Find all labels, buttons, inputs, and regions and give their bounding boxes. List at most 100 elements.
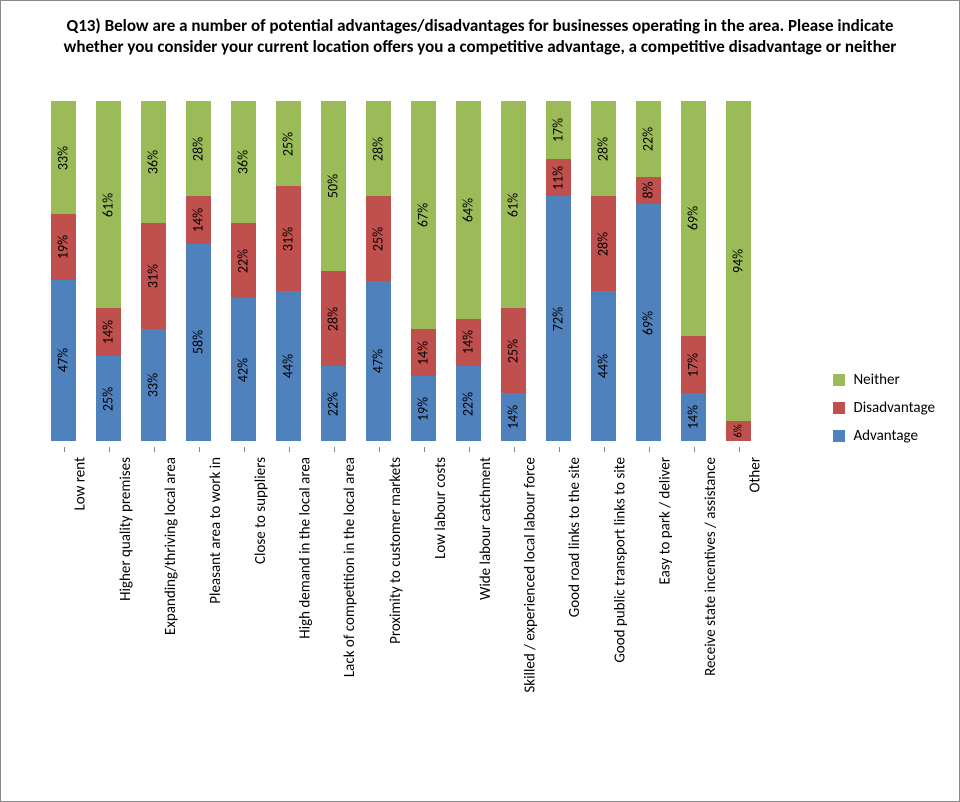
legend-label: Disadvantage — [853, 399, 935, 417]
bar-column: 47%19%33% — [51, 101, 76, 441]
legend-swatch — [833, 402, 845, 414]
bar-segment-advantage: 44% — [276, 291, 301, 441]
bar-value-label: 14% — [685, 405, 702, 429]
x-tick — [694, 447, 695, 452]
bar-value-label: 19% — [415, 397, 432, 421]
x-axis-category-label: Low labour costs — [432, 457, 450, 559]
bar-column: 58% 14% 28% — [186, 101, 211, 441]
x-axis-category-label: Wide labour catchment — [477, 457, 495, 600]
bar-segment-neither: 33% — [51, 101, 76, 214]
bar-value-label: 14% — [190, 208, 207, 232]
bar-value-label: 17% — [550, 118, 567, 142]
bar-value-label: 33% — [145, 373, 162, 397]
x-axis-category-label: Receive state incentives / assistance — [702, 457, 720, 676]
x-axis-category-label: Higher quality premises — [117, 457, 135, 601]
bar-value-label: 94% — [730, 249, 747, 273]
x-axis-category-label: Expanding/thriving local area — [162, 457, 180, 635]
bar-value-label: 72% — [550, 306, 567, 330]
bar-segment-advantage: 44% — [591, 291, 616, 441]
bar-segment-advantage: 58% — [186, 244, 211, 441]
plot-area: 47% 19% 33% 25% 14% 61% 33% 31% 36% 58% 14% 28% 42% 2… — [41, 101, 761, 441]
x-axis-category-label: Skilled / experienced local labour force — [522, 457, 540, 693]
bar-column: 42% 22% 36% — [231, 101, 256, 441]
bar-segment-disadvantage: 25% — [501, 308, 526, 393]
bar-segment-disadvantage: 17% — [681, 336, 706, 394]
bar-value-label: 69% — [685, 206, 702, 230]
x-axis-category-label: Lack of competition in the local area — [342, 457, 360, 677]
bar-value-label: 25% — [280, 131, 297, 155]
bar-segment-disadvantage: 31% — [276, 186, 301, 291]
bar-segment-disadvantage: 8% — [636, 177, 661, 204]
bar-column: 47%25%28% — [366, 101, 391, 441]
bar-segment-advantage: 42% — [231, 298, 256, 441]
bar-value-label: 58% — [190, 330, 207, 354]
bar-value-label: 25% — [505, 339, 522, 363]
bar-value-label: 36% — [235, 150, 252, 174]
bar-segment-disadvantage: 14% — [456, 319, 481, 367]
x-tick — [244, 447, 245, 452]
bar-value-label: 69% — [640, 310, 657, 334]
bar-segment-disadvantage: 22% — [231, 223, 256, 298]
x-axis-category-label: Good road links to the site — [567, 457, 585, 617]
bar-value-label: 25% — [100, 386, 117, 410]
bar-segment-neither: 22% — [636, 101, 661, 177]
bar-segment-advantage: 22% — [321, 366, 346, 441]
bar-segment-neither: 36% — [141, 101, 166, 223]
chart-frame: Q13) Below are a number of potential adv… — [0, 0, 960, 802]
bar-segment-disadvantage: 31% — [141, 223, 166, 328]
x-tick — [154, 447, 155, 452]
bar-column: 69% 8% 22% — [636, 101, 661, 441]
legend-label: Advantage — [853, 427, 917, 445]
bar-value-label: 33% — [55, 146, 72, 170]
bar-value-label: 31% — [280, 227, 297, 251]
bar-segment-disadvantage: 28% — [591, 196, 616, 291]
bar-segment-advantage: 22% — [456, 366, 481, 441]
bar-segment-advantage: 14% — [501, 393, 526, 441]
bar-column: 72% 11% 17% — [546, 101, 571, 441]
bar-column: 22%28%50% — [321, 101, 346, 441]
bar-segment-advantage: 47% — [366, 281, 391, 441]
bar-value-label: 6% — [732, 424, 745, 437]
bar-value-label: 28% — [595, 137, 612, 161]
bar-value-label: 19% — [55, 235, 72, 259]
x-tick — [289, 447, 290, 452]
bar-value-label: 28% — [595, 232, 612, 256]
bar-segment-disadvantage: 19% — [51, 214, 76, 279]
x-axis-category-label: Good public transport links to site — [612, 457, 630, 663]
x-tick — [424, 447, 425, 452]
bar-segment-neither: 28% — [186, 101, 211, 196]
bar-value-label: 14% — [415, 341, 432, 365]
bar-value-label: 67% — [415, 203, 432, 227]
x-tick — [64, 447, 65, 452]
bar-value-label: 42% — [235, 357, 252, 381]
x-axis-labels: Low rentHigher quality premisesExpanding… — [41, 447, 761, 747]
bar-value-label: 28% — [190, 137, 207, 161]
bar-value-label: 61% — [100, 193, 117, 217]
bar-segment-neither: 50% — [321, 101, 346, 271]
legend-swatch — [833, 374, 845, 386]
bar-segment-neither: 64% — [456, 101, 481, 319]
bar-value-label: 17% — [685, 352, 702, 376]
bar-segment-neither: 94% — [726, 101, 751, 421]
legend-swatch — [833, 430, 845, 442]
x-axis-category-label: Easy to park / deliver — [657, 457, 675, 584]
bar-value-label: 14% — [100, 320, 117, 344]
bar-segment-disadvantage: 14% — [186, 196, 211, 244]
bar-segment-neither: 28% — [366, 101, 391, 196]
bar-value-label: 61% — [505, 193, 522, 217]
bar-value-label: 47% — [370, 349, 387, 373]
bar-value-label: 11% — [550, 165, 567, 189]
bar-column: 33% 31% 36% — [141, 101, 166, 441]
bar-value-label: 22% — [460, 391, 477, 415]
x-tick — [199, 447, 200, 452]
bar-value-label: 50% — [325, 174, 342, 198]
x-tick — [604, 447, 605, 452]
bar-column: 14% 25% 61% — [501, 101, 526, 441]
bar-segment-advantage: 33% — [141, 329, 166, 441]
bar-column: 44% 31% 25% — [276, 101, 301, 441]
legend-label: Neither — [853, 371, 899, 389]
bar-segment-neither: 17% — [546, 101, 571, 159]
bar-value-label: 8% — [640, 182, 657, 199]
chart-title: Q13) Below are a number of potential adv… — [1, 1, 959, 62]
bar-value-label: 31% — [145, 264, 162, 288]
